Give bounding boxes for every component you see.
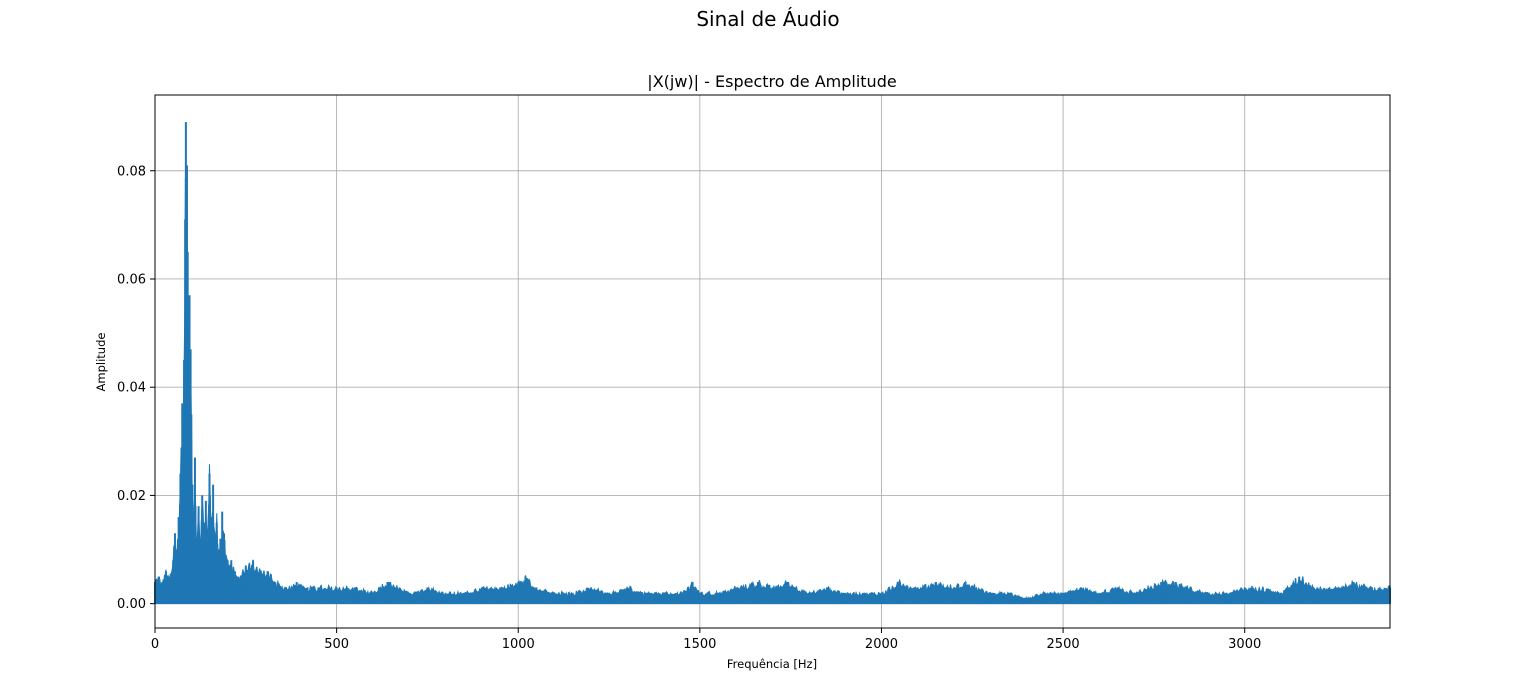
x-tick-label: 500 [324,637,349,652]
x-tick-label: 1500 [683,637,716,652]
y-tick-label: 0.00 [117,597,146,612]
y-tick-label: 0.04 [117,381,146,396]
axes-frame [154,94,1391,629]
x-tick-label: 2000 [865,637,898,652]
figure-suptitle: Sinal de Áudio [696,7,839,31]
x-tick-label: 3000 [1228,637,1261,652]
x-tick-label: 2500 [1047,637,1080,652]
x-tick-label: 0 [151,637,159,652]
y-tick-label: 0.02 [117,489,146,504]
chart-title: |X(jw)| - Espectro de Amplitude [647,72,896,91]
y-tick-label: 0.08 [117,164,146,179]
plot-background [155,95,1390,628]
x-tick-label: 1000 [502,637,535,652]
y-axis-label: Amplitude [94,333,108,392]
y-axis-ticks: 0.00 0.02 0.04 0.06 0.08 [117,164,155,612]
y-tick-label: 0.06 [117,272,146,287]
x-axis-ticks: 0 500 1000 1500 2000 2500 3000 [151,628,1261,652]
series-layer [154,122,1391,605]
plot-area [154,94,1391,629]
x-axis-label: Frequência [Hz] [727,657,817,671]
grid-lines [154,95,1390,628]
